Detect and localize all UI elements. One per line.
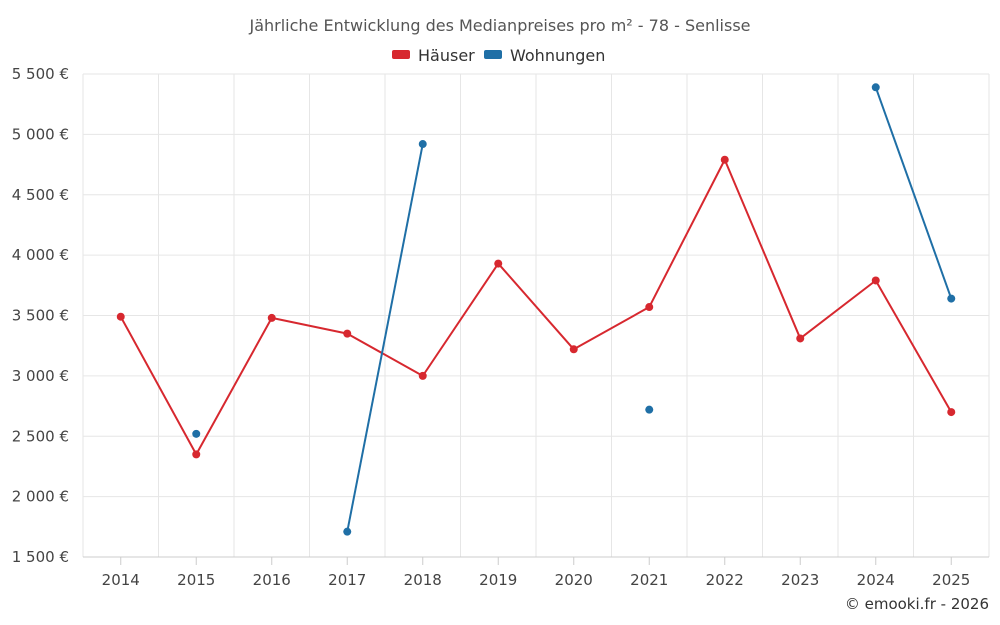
- x-tick-label: 2023: [781, 571, 819, 589]
- legend-item-wohnungen[interactable]: Wohnungen: [484, 46, 605, 65]
- series-line-wohnungen: [874, 86, 953, 299]
- x-tick-label: 2025: [932, 571, 970, 589]
- data-point-haeuser[interactable]: [418, 371, 427, 380]
- chart-title: Jährliche Entwicklung des Medianpreises …: [248, 16, 750, 35]
- x-tick-label: 2024: [857, 571, 895, 589]
- x-tick-label: 2014: [102, 571, 140, 589]
- data-point-wohnungen[interactable]: [871, 83, 880, 92]
- x-tick-label: 2017: [328, 571, 366, 589]
- x-tick-label: 2016: [253, 571, 291, 589]
- y-tick-label: 4 000 €: [12, 246, 69, 264]
- x-tick-label: 2015: [177, 571, 215, 589]
- data-point-haeuser[interactable]: [645, 303, 654, 312]
- x-tick-label: 2022: [706, 571, 744, 589]
- y-tick-label: 5 500 €: [12, 65, 69, 83]
- legend: Häuser Wohnungen: [392, 46, 605, 65]
- copyright-credit: © emooki.fr - 2026: [845, 595, 989, 613]
- legend-label-wohnungen: Wohnungen: [510, 46, 605, 65]
- series-line-wohnungen: [346, 143, 424, 532]
- data-point-wohnungen[interactable]: [192, 429, 201, 438]
- y-tick-label: 2 000 €: [12, 488, 69, 506]
- data-point-haeuser[interactable]: [569, 345, 578, 354]
- data-point-haeuser[interactable]: [720, 155, 729, 164]
- legend-swatch-wohnungen: [484, 50, 502, 59]
- axes: 1 500 € 2 000 € 2 500 € 3 000 € 3 500 € 4 000…: [12, 65, 989, 589]
- data-point-wohnungen[interactable]: [645, 405, 654, 414]
- series-haeuser: [116, 155, 956, 459]
- x-tick-label: 2018: [404, 571, 442, 589]
- y-tick-label: 3 000 €: [12, 367, 69, 385]
- y-tick-label: 4 500 €: [12, 186, 69, 204]
- data-point-haeuser[interactable]: [871, 276, 880, 285]
- series-wohnungen: [192, 83, 956, 536]
- grid: [82, 73, 990, 557]
- data-point-wohnungen[interactable]: [343, 527, 352, 536]
- legend-label-haeuser: Häuser: [418, 46, 475, 65]
- data-point-haeuser[interactable]: [343, 329, 352, 338]
- data-point-wohnungen[interactable]: [418, 140, 427, 149]
- series-line-haeuser: [119, 158, 953, 456]
- legend-item-haeuser[interactable]: Häuser: [392, 46, 475, 65]
- data-point-haeuser[interactable]: [796, 334, 805, 343]
- data-point-haeuser[interactable]: [267, 313, 276, 322]
- x-tick-label: 2021: [630, 571, 668, 589]
- x-tick-label: 2019: [479, 571, 517, 589]
- y-tick-label: 3 500 €: [12, 307, 69, 325]
- series: [116, 83, 956, 536]
- y-tick-label: 5 000 €: [12, 125, 69, 143]
- data-point-haeuser[interactable]: [947, 408, 956, 417]
- y-tick-label: 2 500 €: [12, 427, 69, 445]
- data-point-haeuser[interactable]: [116, 312, 125, 321]
- data-point-haeuser[interactable]: [494, 259, 503, 268]
- y-tick-label: 1 500 €: [12, 548, 69, 566]
- data-point-haeuser[interactable]: [192, 450, 201, 459]
- data-point-wohnungen[interactable]: [947, 294, 956, 303]
- x-tick-label: 2020: [555, 571, 593, 589]
- legend-swatch-haeuser: [392, 50, 410, 59]
